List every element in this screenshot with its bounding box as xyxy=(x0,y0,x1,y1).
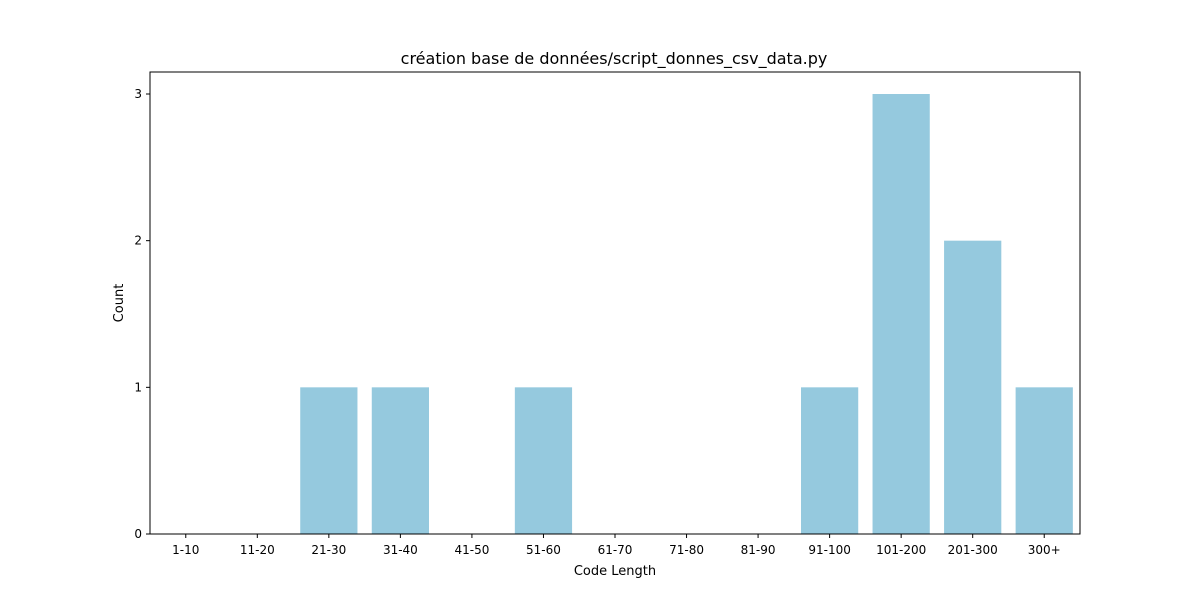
bar-101-200 xyxy=(872,94,930,534)
bar-21-30 xyxy=(300,387,358,534)
y-tick-label: 1 xyxy=(134,380,142,394)
x-tick-label: 61-70 xyxy=(598,543,633,557)
y-tick-label: 3 xyxy=(134,87,142,101)
y-tick-label: 2 xyxy=(134,234,142,248)
chart-title: création base de données/script_donnes_c… xyxy=(401,49,828,69)
y-axis-label: Count xyxy=(112,284,127,323)
x-tick-label: 91-100 xyxy=(808,543,851,557)
x-tick-label: 101-200 xyxy=(876,543,926,557)
bar-300+ xyxy=(1015,387,1073,534)
x-tick-label: 71-80 xyxy=(669,543,704,557)
plot-frame xyxy=(149,71,1081,535)
bars-layer xyxy=(300,94,1073,534)
bar-51-60 xyxy=(514,387,573,534)
x-tick-label: 201-300 xyxy=(948,543,998,557)
x-tick-label: 21-30 xyxy=(311,543,346,557)
x-axis-ticks: 1-10 11-20 21-30 31-40 41-50 51-60 61-70 71-80 8… xyxy=(172,534,1061,557)
x-tick-label: 31-40 xyxy=(383,543,418,557)
x-tick-label: 300+ xyxy=(1028,543,1061,557)
bar-91-100 xyxy=(801,387,859,534)
bar-201-300 xyxy=(944,240,1002,534)
x-tick-label: 11-20 xyxy=(240,543,275,557)
bar-31-40 xyxy=(371,387,429,534)
x-tick-label: 41-50 xyxy=(454,543,489,557)
y-tick-label: 0 xyxy=(134,527,142,541)
x-tick-label: 51-60 xyxy=(526,543,561,557)
x-tick-label: 81-90 xyxy=(741,543,776,557)
y-axis-ticks: 0 1 2 3 xyxy=(134,87,150,541)
x-tick-label: 1-10 xyxy=(172,543,199,557)
x-axis-label: Code Length xyxy=(574,564,656,579)
